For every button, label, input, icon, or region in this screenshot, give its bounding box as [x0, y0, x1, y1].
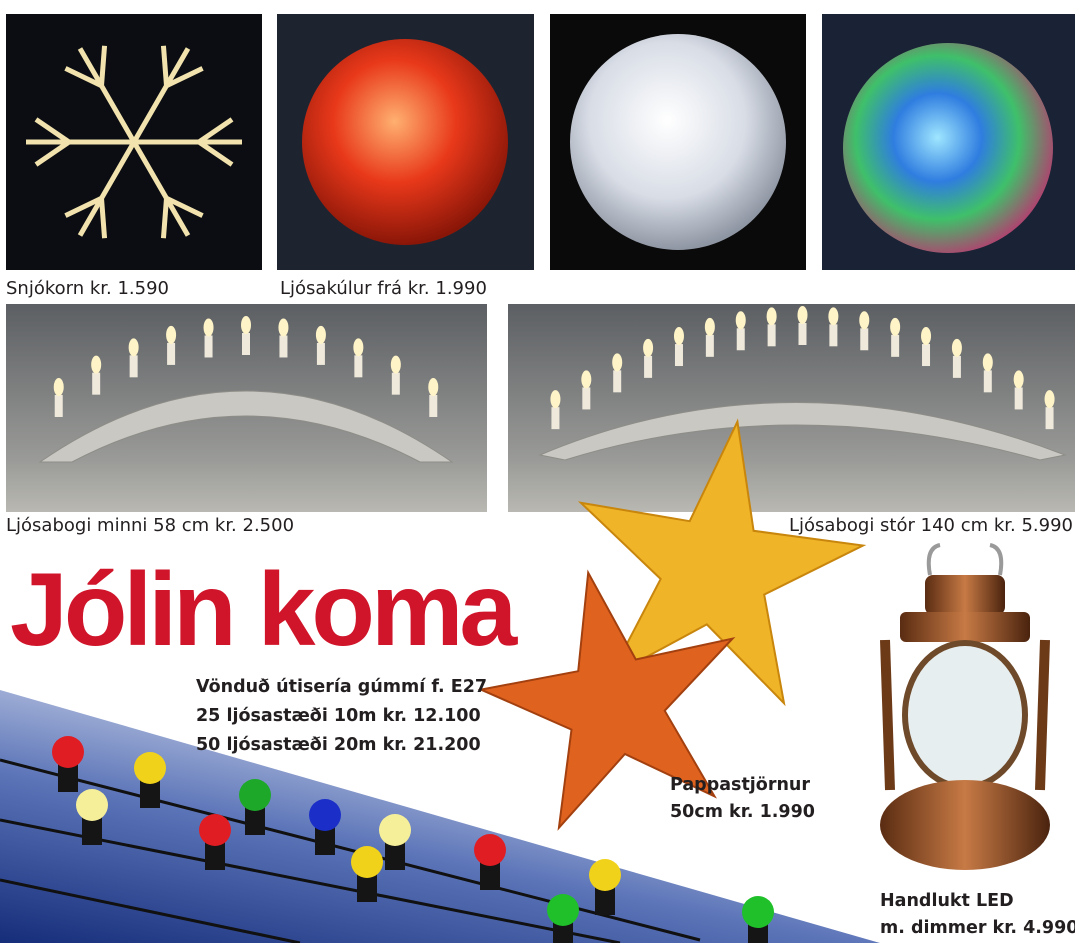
- candle-flame: [921, 327, 931, 345]
- candle: [644, 356, 652, 378]
- advertisement: Snjókorn kr. 1.590 Ljósakúlur frá kr. 1.…: [0, 0, 1075, 943]
- candle-flame: [54, 378, 64, 396]
- candle: [1015, 387, 1023, 409]
- bulb: [474, 834, 506, 866]
- candle-flame: [581, 370, 591, 388]
- candle: [829, 324, 837, 346]
- bulb: [199, 814, 231, 846]
- candle: [706, 335, 714, 357]
- candle: [860, 328, 868, 350]
- candle: [429, 395, 437, 417]
- candle-flame: [353, 338, 363, 356]
- caption: Ljósabogi stór 140 cm kr. 5.990: [789, 515, 1073, 536]
- candle-flame: [1045, 390, 1055, 408]
- bulb: [742, 896, 774, 928]
- candle-flame: [612, 353, 622, 371]
- candle-flame: [890, 318, 900, 336]
- candle-flame: [643, 339, 653, 357]
- candle: [205, 335, 213, 357]
- bulb: [547, 894, 579, 926]
- candle: [354, 355, 362, 377]
- candle-flame: [204, 318, 214, 336]
- bulb: [134, 752, 166, 784]
- candle-flame: [91, 356, 101, 374]
- candle: [92, 373, 100, 395]
- candle-flame: [428, 378, 438, 396]
- info-line: Vönduð útisería gúmmí f. E27: [196, 677, 487, 697]
- candle: [737, 328, 745, 350]
- candle-flame: [129, 338, 139, 356]
- candle: [317, 343, 325, 365]
- info-line: 50cm kr. 1.990: [670, 802, 815, 822]
- bulb: [76, 789, 108, 821]
- lantern-top: [925, 575, 1005, 615]
- bulb: [379, 814, 411, 846]
- white-light-ball: [570, 34, 786, 250]
- candle: [984, 370, 992, 392]
- bulb: [589, 859, 621, 891]
- candle-flame: [767, 307, 777, 325]
- candle-flame: [1014, 370, 1024, 388]
- multicolor-light-ball: [843, 43, 1053, 253]
- candle-flame: [674, 327, 684, 345]
- candle-flame: [550, 390, 560, 408]
- flake-branch: [102, 46, 105, 86]
- candle: [582, 387, 590, 409]
- candle-flame: [166, 326, 176, 344]
- bulb: [309, 799, 341, 831]
- lantern: [880, 545, 1050, 870]
- candle: [922, 344, 930, 366]
- candle: [130, 355, 138, 377]
- candle: [891, 335, 899, 357]
- candle-flame: [828, 307, 838, 325]
- bulb: [239, 779, 271, 811]
- lantern-glass: [905, 643, 1025, 787]
- info-line: 25 ljósastæði 10m kr. 12.100: [196, 706, 481, 726]
- lantern-cap: [900, 612, 1030, 642]
- red-light-ball: [302, 39, 508, 245]
- candle-flame: [736, 311, 746, 329]
- candle-flame: [391, 356, 401, 374]
- info-line: m. dimmer kr. 4.990: [880, 918, 1075, 938]
- candle: [1046, 407, 1054, 429]
- candle: [551, 407, 559, 429]
- bulb: [52, 736, 84, 768]
- candle-flame: [241, 316, 251, 334]
- candle: [392, 373, 400, 395]
- candle-flame: [278, 318, 288, 336]
- candle: [613, 370, 621, 392]
- info-line: Handlukt LED: [880, 891, 1014, 911]
- flake-branch: [163, 198, 166, 238]
- candle-flame: [316, 326, 326, 344]
- candle: [242, 333, 250, 355]
- lantern-handle: [929, 545, 1002, 575]
- candle: [953, 356, 961, 378]
- info-line: 50 ljósastæði 20m kr. 21.200: [196, 735, 481, 755]
- info-line: Pappastjörnur: [670, 775, 810, 795]
- caption: Ljósakúlur frá kr. 1.990: [280, 278, 487, 299]
- lantern-base: [880, 780, 1050, 870]
- bulb: [351, 846, 383, 878]
- flake-branch: [163, 46, 166, 86]
- candle-flame: [952, 339, 962, 357]
- candle: [279, 335, 287, 357]
- candle: [768, 324, 776, 346]
- candle: [799, 323, 807, 345]
- flake-branch: [102, 198, 105, 238]
- candle: [167, 343, 175, 365]
- candle: [675, 344, 683, 366]
- caption: Ljósabogi minni 58 cm kr. 2.500: [6, 515, 294, 536]
- candle-flame: [983, 353, 993, 371]
- candle-flame: [705, 318, 715, 336]
- candle-flame: [798, 306, 808, 324]
- caption: Snjókorn kr. 1.590: [6, 278, 169, 299]
- candle-flame: [859, 311, 869, 329]
- candle: [55, 395, 63, 417]
- headline: Jólin koma: [10, 552, 518, 668]
